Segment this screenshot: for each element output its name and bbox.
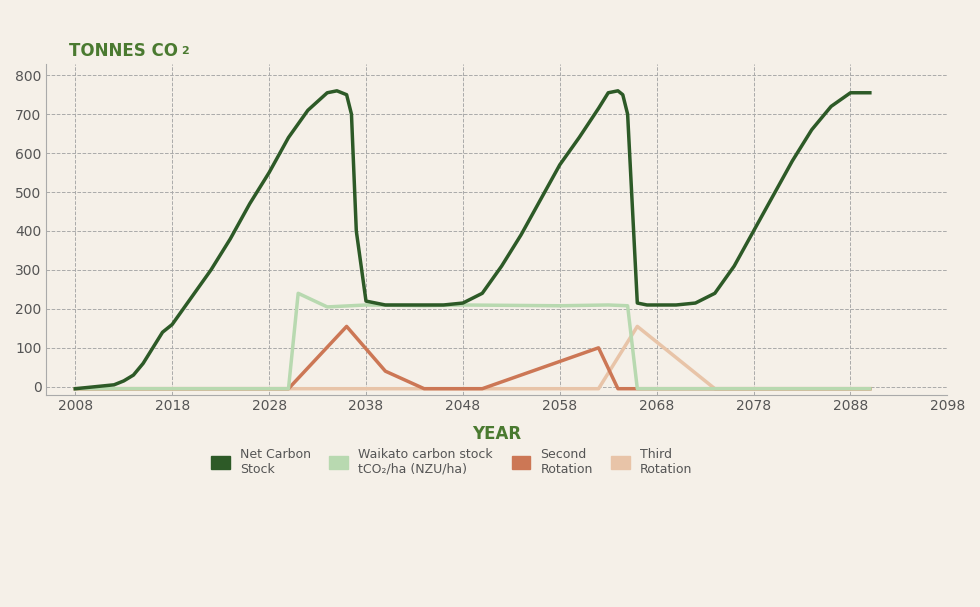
Text: TONNES CO: TONNES CO xyxy=(69,42,177,61)
Legend: Net Carbon
Stock, Waikato carbon stock
tCO₂/ha (NZU/ha), Second
Rotation, Third
: Net Carbon Stock, Waikato carbon stock t… xyxy=(206,443,698,481)
X-axis label: YEAR: YEAR xyxy=(472,424,521,443)
Text: 2: 2 xyxy=(181,46,189,55)
